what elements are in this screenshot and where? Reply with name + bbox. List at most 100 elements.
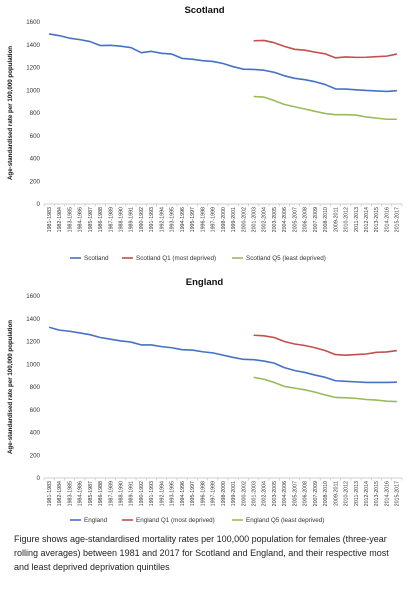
y-tick-label: 600: [30, 407, 41, 414]
x-tick-label: 1986-1988: [98, 481, 104, 506]
y-tick-label: 200: [30, 452, 41, 459]
y-axis-label: Age-standardised rate per 100,000 popula…: [7, 46, 14, 180]
figure-caption: Figure shows age-standardised mortality …: [14, 534, 389, 572]
x-tick-label: 2002-2004: [262, 207, 268, 232]
x-tick-label: 2001-2003: [251, 207, 257, 232]
x-tick-label: 2015-2017: [395, 207, 401, 232]
x-tick-label: 1990-1992: [139, 481, 145, 506]
x-tick-label: 1987-1989: [108, 481, 114, 506]
x-tick-label: 2007-2009: [313, 207, 319, 232]
legend-label: Scotland: [84, 255, 109, 262]
y-tick-label: 1200: [26, 65, 40, 72]
y-tick-label: 800: [30, 110, 41, 117]
x-tick-label: 1982-1984: [57, 207, 63, 232]
x-tick-label: 2000-2002: [241, 481, 247, 506]
y-tick-label: 400: [30, 156, 41, 163]
x-tick-label: 2013-2015: [374, 207, 380, 232]
y-tick-label: 1600: [26, 293, 40, 300]
england-chart: England Age-standardised rate per 100,000…: [7, 277, 403, 524]
x-tick-label: 2015-2017: [395, 481, 401, 506]
x-tick-label: 2002-2004: [262, 481, 268, 506]
series-line-scotland-q5-least-deprived: [253, 95, 397, 121]
x-tick-label: 1981-1983: [47, 481, 53, 506]
x-tick-label: 1988-1990: [119, 481, 125, 506]
x-tick-label: 1984-1986: [78, 481, 84, 506]
x-tick-label: 1993-1995: [170, 481, 176, 506]
x-tick-label: 1989-1991: [129, 207, 135, 232]
x-tick-label: 2006-2008: [303, 481, 309, 506]
x-tick-label: 2014-2016: [384, 481, 390, 506]
x-tick-label: 1989-1991: [129, 481, 135, 506]
x-tick-label: 1996-1998: [200, 481, 206, 506]
series-line-england-q5-least-deprived: [253, 376, 397, 403]
y-axis-label: Age-standardised rate per 100,000 popula…: [7, 320, 14, 454]
legend-label: Scotland Q1 (most deprived): [136, 255, 216, 262]
series-line-england-q1-most-deprived: [253, 334, 397, 356]
x-tick-label: 2009-2011: [333, 207, 339, 232]
legend-label: England Q5 (least deprived): [246, 517, 324, 524]
x-tick-label: 1997-1999: [211, 207, 217, 232]
x-tick-label: 2010-2012: [344, 207, 350, 232]
x-tick-label: 1987-1989: [108, 207, 114, 232]
x-tick-label: 1998-2000: [221, 481, 227, 506]
x-tick-label: 1995-1997: [190, 481, 196, 506]
x-tick-label: 1990-1992: [139, 207, 145, 232]
x-tick-label: 1981-1983: [47, 207, 53, 232]
x-tick-label: 1994-1996: [180, 481, 186, 506]
x-tick-label: 2005-2007: [292, 207, 298, 232]
x-tick-label: 1995-1997: [190, 207, 196, 232]
series-line-scotland: [48, 33, 397, 93]
y-tick-label: 200: [30, 178, 41, 185]
x-tick-label: 2000-2002: [241, 207, 247, 232]
y-tick-label: 1600: [26, 19, 40, 26]
x-tick-label: 1983-1985: [67, 207, 73, 232]
y-tick-label: 1000: [26, 87, 40, 94]
x-tick-label: 1994-1996: [180, 207, 186, 232]
x-tick-label: 2011-2013: [354, 481, 360, 506]
x-tick-label: 2004-2006: [282, 481, 288, 506]
y-tick-label: 400: [30, 430, 41, 437]
y-tick-label: 1400: [26, 42, 40, 49]
x-tick-label: 2012-2014: [364, 207, 370, 232]
x-tick-label: 2012-2014: [364, 481, 370, 506]
x-tick-label: 2014-2016: [384, 207, 390, 232]
y-tick-label: 800: [30, 384, 41, 391]
x-tick-label: 2011-2013: [354, 207, 360, 232]
x-tick-label: 1984-1986: [78, 207, 84, 232]
x-tick-label: 1988-1990: [119, 207, 125, 232]
x-tick-label: 2003-2005: [272, 481, 278, 506]
x-tick-label: 2007-2009: [313, 481, 319, 506]
chart-title: Scotland: [184, 5, 224, 16]
x-tick-label: 2010-2012: [344, 481, 350, 506]
y-tick-label: 1000: [26, 361, 40, 368]
x-tick-label: 1998-2000: [221, 207, 227, 232]
x-tick-label: 1985-1987: [88, 207, 94, 232]
x-tick-label: 2001-2003: [251, 481, 257, 506]
x-tick-label: 1992-1994: [159, 207, 165, 232]
x-tick-label: 1992-1994: [159, 481, 165, 506]
x-tick-label: 2009-2011: [333, 481, 339, 506]
scotland-chart: Scotland Age-standardised rate per 100,00…: [7, 5, 403, 262]
legend-label: England: [84, 517, 108, 524]
x-tick-label: 2006-2008: [303, 207, 309, 232]
x-tick-label: 1983-1985: [67, 481, 73, 506]
x-tick-label: 2005-2007: [292, 481, 298, 506]
x-tick-label: 1986-1988: [98, 207, 104, 232]
x-tick-label: 1985-1987: [88, 481, 94, 506]
x-tick-label: 1991-1993: [149, 207, 155, 232]
x-tick-label: 1997-1999: [211, 481, 217, 506]
legend-label: Scotland Q5 (least deprived): [246, 255, 326, 262]
x-tick-label: 2008-2010: [323, 207, 329, 232]
series-line-england: [48, 326, 397, 384]
x-tick-label: 1999-2001: [231, 207, 237, 232]
y-tick-label: 600: [30, 133, 41, 140]
x-tick-label: 2013-2015: [374, 481, 380, 506]
x-tick-label: 1982-1984: [57, 481, 63, 506]
series-line-scotland-q1-most-deprived: [253, 39, 398, 59]
x-tick-label: 2008-2010: [323, 481, 329, 506]
y-tick-label: 0: [37, 475, 41, 482]
y-tick-label: 1200: [26, 339, 40, 346]
x-tick-label: 1996-1998: [200, 207, 206, 232]
x-tick-label: 2003-2005: [272, 207, 278, 232]
legend-label: England Q1 (most deprived): [136, 517, 215, 524]
